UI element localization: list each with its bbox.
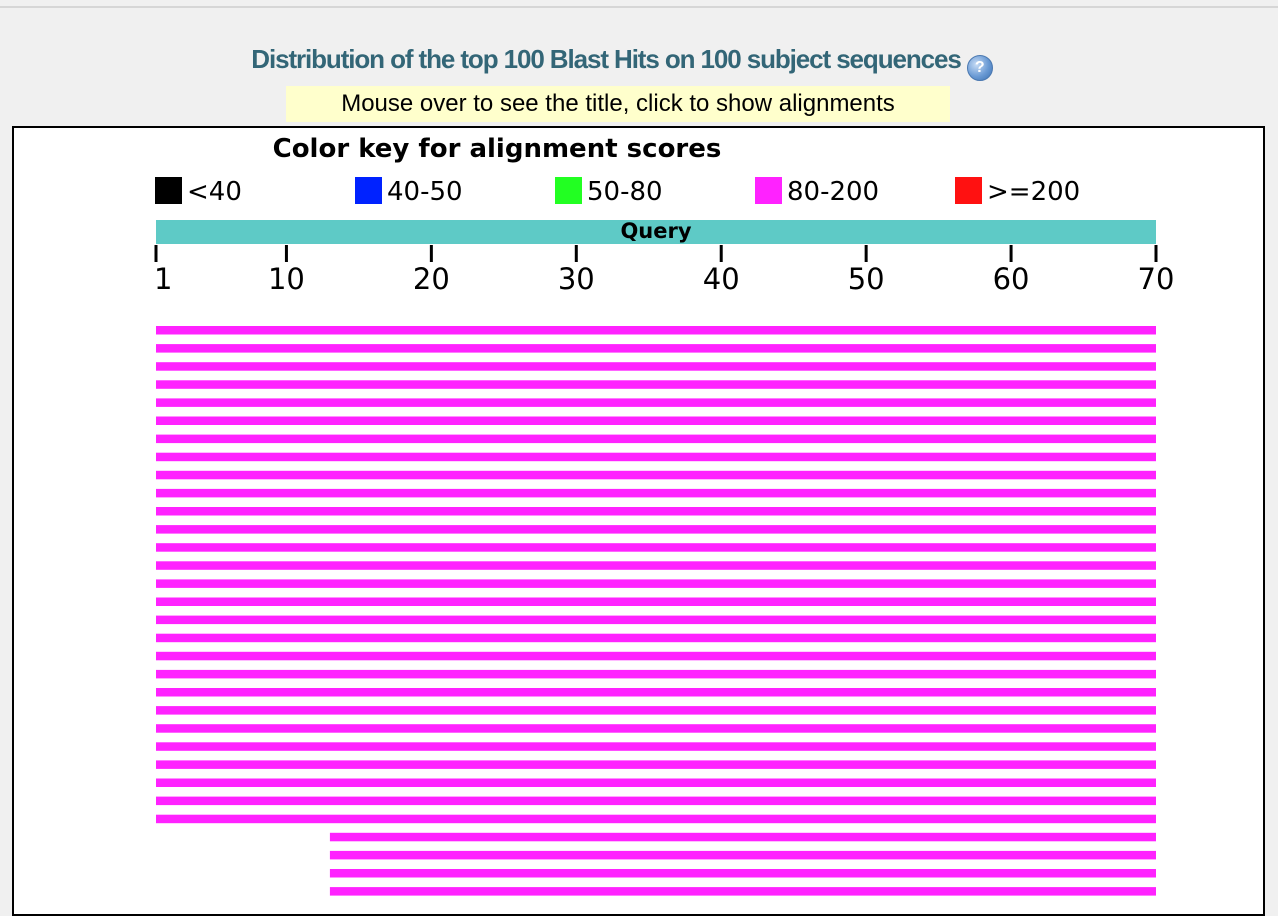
legend-label: 80-200 [787,177,879,207]
hit-bar[interactable] [156,470,1156,480]
hit-bar[interactable] [156,488,1156,498]
hit-bar[interactable] [156,416,1156,426]
ruler-tick-label: 30 [558,262,595,296]
legend-swatch [555,177,582,204]
hit-bar[interactable] [329,869,1156,878]
legend-swatch [155,177,182,204]
hit-bar[interactable] [156,507,1156,516]
hit-bar[interactable] [156,398,1156,407]
hit-bar[interactable] [329,832,1156,842]
hit-bar[interactable] [156,579,1156,588]
hit-bar[interactable] [329,887,1156,896]
legend-label: 40-50 [387,177,463,207]
hit-bar[interactable] [156,760,1156,769]
hit-bar[interactable] [156,362,1156,371]
hit-bar[interactable] [156,633,1156,643]
distribution-title: Distribution of the top 100 Blast Hits o… [251,44,962,74]
hit-bar[interactable] [156,434,1156,444]
legend-label: >=200 [987,177,1080,207]
hit-bar[interactable] [156,742,1156,751]
hit-bar[interactable] [329,850,1156,860]
query-bar [156,220,1156,244]
hit-bar[interactable] [156,796,1156,806]
legend-swatch [755,177,782,204]
ruler-tick-label: 20 [413,262,450,296]
hit-bar[interactable] [156,452,1156,462]
ruler-tick-label: 40 [703,262,740,296]
hit-bar[interactable] [156,778,1156,788]
alignment-graphic: Color key for alignment scores <40 40-50 50… [154,134,1175,896]
ruler-tick-label: 10 [268,262,305,296]
hit-bar[interactable] [156,543,1156,552]
question-help-icon[interactable]: ? [966,55,993,81]
hit-bar[interactable] [156,597,1156,607]
ruler-tick-label: 1 [154,262,172,296]
hit-bar[interactable] [156,380,1156,389]
legend-swatch [955,177,982,204]
mouseover-hint: Mouse over to see the title, click to sh… [286,86,950,122]
ruler-tick-label: 50 [848,262,885,296]
legend-label: 50-80 [587,177,663,207]
hit-bar[interactable] [156,706,1156,715]
legend-label: <40 [187,177,242,207]
hit-bar[interactable] [156,688,1156,697]
hit-bar[interactable] [156,344,1156,353]
blast-graphic-panel: Color key for alignment scores <40 40-50 50… [12,126,1265,916]
hit-bar[interactable] [156,669,1156,679]
color-key-title: Color key for alignment scores [273,134,722,164]
hit-bar[interactable] [156,561,1156,570]
top-divider [0,6,1278,8]
hit-bar[interactable] [156,525,1156,534]
hit-bar[interactable] [156,326,1156,335]
hit-bar[interactable] [156,651,1156,661]
hit-bar[interactable] [156,814,1156,824]
query-label: Query [620,219,691,243]
hit-bar[interactable] [156,724,1156,733]
legend-swatch [355,177,382,204]
ruler-tick-label: 60 [993,262,1030,296]
hit-bar[interactable] [156,615,1156,625]
distribution-heading: Distribution of the top 100 Blast Hits o… [0,44,1244,81]
ruler-tick-label: 70 [1138,262,1175,296]
